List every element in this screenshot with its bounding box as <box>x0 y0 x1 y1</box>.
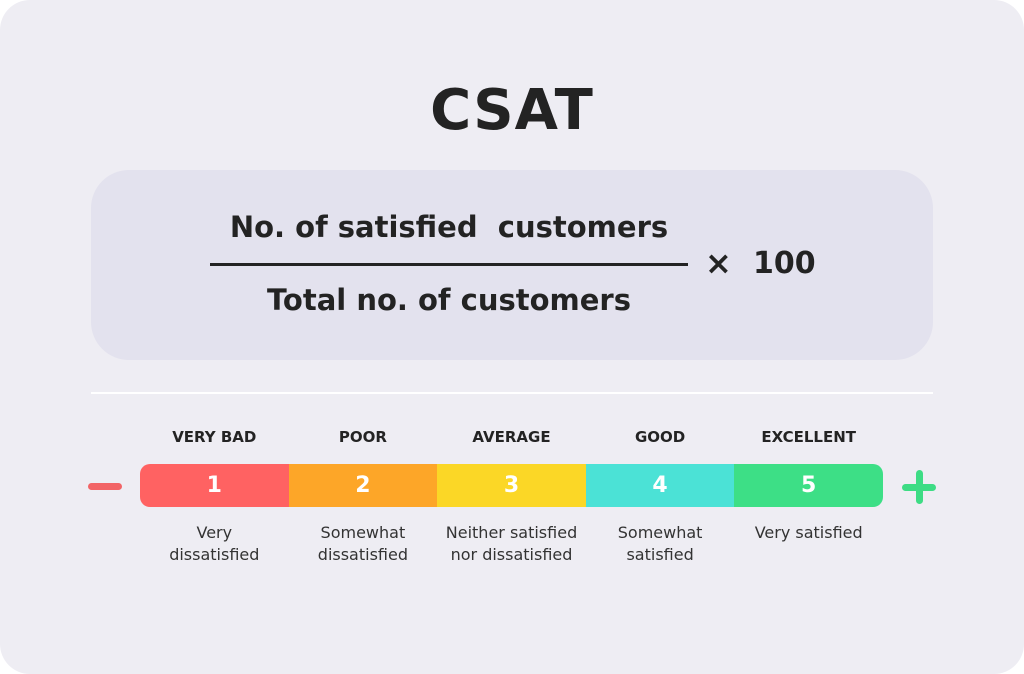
title: CSAT <box>430 78 594 143</box>
level-label: VERY BAD <box>172 428 257 446</box>
level-description-line: dissatisfied <box>317 545 408 564</box>
level-label: EXCELLENT <box>761 428 857 446</box>
plus-icon <box>916 470 923 504</box>
scale-segment: 4 <box>585 464 735 507</box>
level-description-line: dissatisfied <box>169 545 260 564</box>
fraction-bar <box>210 263 688 266</box>
scale-segment: 2 <box>288 464 438 507</box>
level-description: Somewhat dissatisfied <box>283 522 443 566</box>
level-label: POOR <box>338 428 387 446</box>
level-description-line: Neither satisfied <box>445 523 578 542</box>
level-description: Very satisfied <box>729 522 889 544</box>
level-description-line: Very satisfied <box>754 523 863 542</box>
formula-multiplier: 100 <box>753 246 816 281</box>
level-description: Somewhat satisfied <box>580 522 740 566</box>
level-description-line: Very <box>196 523 233 542</box>
minus-icon <box>88 483 122 490</box>
formula-numerator: No. of satisfied customers <box>229 210 669 244</box>
formula-box: No. of satisfied customers Total no. of … <box>91 170 933 360</box>
multiply-icon: × <box>705 244 732 282</box>
level-description-line: Somewhat <box>320 523 406 542</box>
scale-segment: 5 <box>734 464 883 507</box>
level-description: Very dissatisfied <box>134 522 294 566</box>
level-description-line: satisfied <box>626 545 694 564</box>
level-label: GOOD <box>634 428 686 446</box>
scale-segment: 1 <box>140 464 289 507</box>
divider <box>91 392 933 394</box>
level-description-line: Somewhat <box>617 523 703 542</box>
formula-denominator: Total no. of customers <box>267 283 631 317</box>
level-description-line: nor dissatisfied <box>450 545 573 564</box>
level-label: AVERAGE <box>472 428 551 446</box>
scale-segment: 3 <box>437 464 586 507</box>
level-description: Neither satisfied nor dissatisfied <box>432 522 592 566</box>
